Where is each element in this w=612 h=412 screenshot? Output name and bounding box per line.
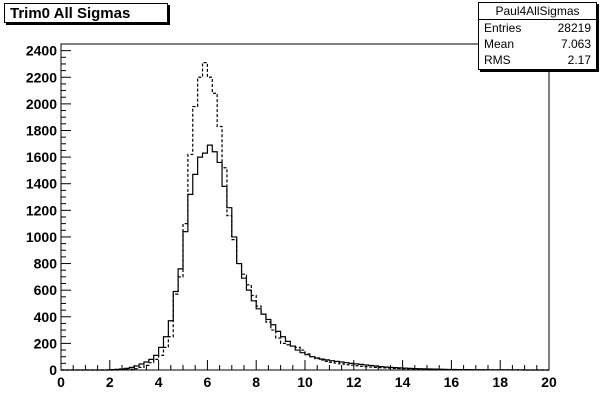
y-tick-label: 1000: [26, 229, 57, 245]
x-tick-label: 16: [444, 374, 460, 390]
stats-value: 2.17: [567, 53, 591, 67]
stats-box: Paul4AllSigmas Entries 28219 Mean 7.063 …: [478, 2, 597, 70]
x-tick-label: 8: [252, 374, 260, 390]
series-solid: [61, 144, 549, 371]
y-tick-label: 2000: [26, 96, 57, 112]
y-tick-label: 1200: [26, 202, 57, 218]
y-tick-label: 600: [34, 282, 58, 298]
x-tick-label: 0: [57, 374, 65, 390]
x-tick-label: 12: [346, 374, 362, 390]
x-tick-label: 2: [106, 374, 114, 390]
y-tick-label: 200: [34, 335, 58, 351]
x-tick-label: 6: [204, 374, 212, 390]
x-tick-label: 10: [297, 374, 313, 390]
y-tick-label: 800: [34, 256, 58, 272]
y-tick-label: 1400: [26, 176, 57, 192]
series-dashed: [61, 62, 549, 371]
stats-row-mean: Mean 7.063: [479, 36, 596, 52]
y-tick-label: 1800: [26, 122, 57, 138]
y-tick-label: 400: [34, 309, 58, 325]
y-axis: 0 200 400 600 800 1000 1200 1400 1600 1800 2000 220…: [26, 43, 71, 378]
histogram-dashed-line: [61, 62, 549, 371]
stats-label: Mean: [484, 37, 515, 51]
x-axis: 0 2 4 6 8 10 12 14 16 18 20: [57, 360, 557, 390]
stats-title: Paul4AllSigmas: [479, 3, 596, 20]
y-tick-label: 1600: [26, 149, 57, 165]
plot-frame: [60, 43, 550, 371]
y-tick-label: 2400: [26, 43, 57, 59]
stats-label: RMS: [484, 53, 511, 67]
stats-value: 7.063: [560, 37, 591, 51]
x-tick-label: 14: [395, 374, 411, 390]
stats-row-rms: RMS 2.17: [479, 52, 596, 68]
histogram-solid-line: [61, 144, 549, 371]
y-tick-label: 0: [49, 362, 57, 378]
x-tick-label: 20: [541, 374, 557, 390]
x-tick-label: 4: [155, 374, 163, 390]
x-tick-label: 18: [492, 374, 508, 390]
stats-value: 28219: [557, 21, 591, 35]
stats-label: Entries: [484, 21, 522, 35]
y-tick-label: 2200: [26, 69, 57, 85]
stats-row-entries: Entries 28219: [479, 20, 596, 36]
chart-title: Trim0 All Sigmas: [4, 3, 168, 23]
